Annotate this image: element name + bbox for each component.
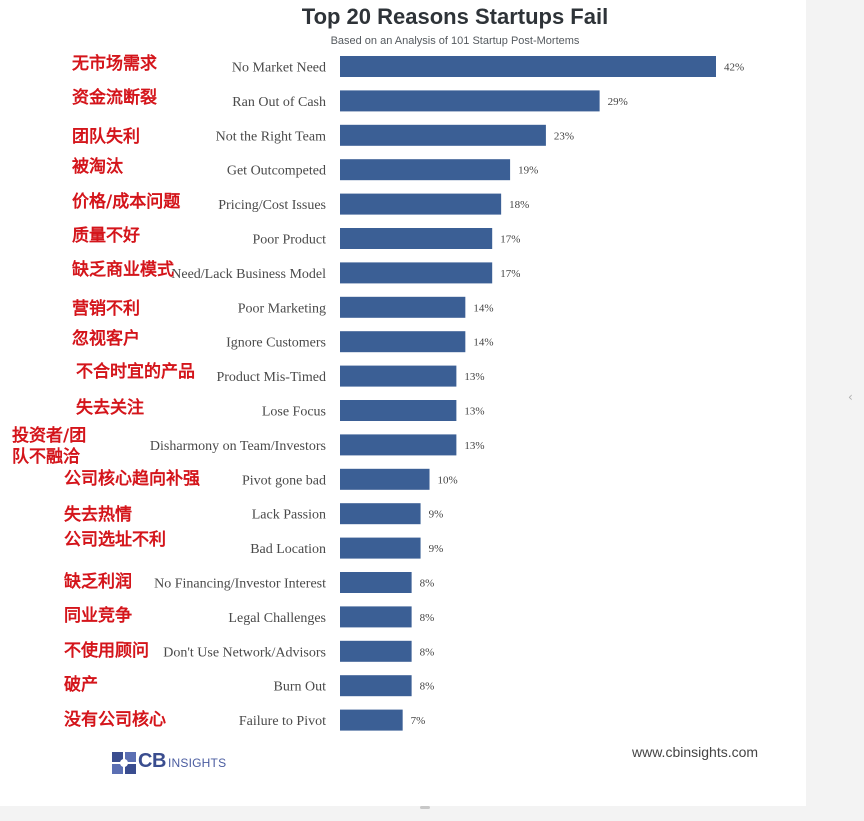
bar xyxy=(340,503,421,525)
logo-cb-text: CB xyxy=(138,750,166,772)
bar-category-label: Failure to Pivot xyxy=(239,714,326,729)
bar xyxy=(340,124,546,146)
bar xyxy=(340,228,493,249)
bar-category-label: Lose Focus xyxy=(262,405,326,420)
bar-value-label: 17% xyxy=(500,268,520,280)
bar xyxy=(340,159,511,181)
chart-title: Top 20 Reasons Startups Fail xyxy=(301,4,609,29)
bar xyxy=(340,709,403,731)
scroll-indicator xyxy=(420,806,430,809)
cn-annotation: 失去关注 xyxy=(76,398,144,418)
bar-value-label: 8% xyxy=(420,681,435,693)
cn-annotation: 无市场需求 xyxy=(72,54,157,74)
cb-logo-icon xyxy=(112,752,136,774)
bar xyxy=(340,400,457,421)
bar-category-label: Lack Passion xyxy=(252,508,326,523)
bar xyxy=(340,537,421,559)
cn-annotation: 破产 xyxy=(64,675,98,696)
bar xyxy=(340,675,412,697)
bar-category-label: Legal Challenges xyxy=(228,611,326,626)
cn-annotation: 缺乏利润 xyxy=(64,572,132,592)
cn-annotation: 没有公司核心 xyxy=(64,709,166,730)
bar-category-label: Pricing/Cost Issues xyxy=(218,198,326,213)
page-edge-bottom xyxy=(0,806,864,821)
bar-category-label: Not the Right Team xyxy=(216,129,326,144)
chart-subtitle: Based on an Analysis of 101 Startup Post… xyxy=(330,35,580,47)
bar-category-label: No Market Need xyxy=(232,61,326,76)
bar-category-label: Ran Out of Cash xyxy=(232,95,326,110)
bar xyxy=(340,365,457,387)
source-website: www.cbinsights.com xyxy=(632,744,759,760)
bar-category-label: Product Mis-Timed xyxy=(216,370,326,385)
logo-insights-text: INSIGHTS xyxy=(168,756,227,770)
bar-value-label: 8% xyxy=(420,612,435,624)
cn-annotation: 质量不好 xyxy=(72,226,140,246)
bar-category-label: Ignore Customers xyxy=(226,336,326,351)
bar xyxy=(340,193,502,215)
bar-value-label: 8% xyxy=(420,578,435,590)
bar-category-label: Need/Lack Business Model xyxy=(171,267,326,282)
cn-annotation: 资金流断裂 xyxy=(72,88,157,109)
bar-category-label: Burn Out xyxy=(274,680,327,695)
cn-annotation: 公司选址不利 xyxy=(64,529,166,550)
bar xyxy=(340,468,430,490)
page-edge-right xyxy=(806,0,864,821)
bar-value-label: 18% xyxy=(509,199,529,211)
bar-value-label: 23% xyxy=(554,130,574,142)
cn-annotation: 不使用顾问 xyxy=(64,640,149,661)
bar xyxy=(340,296,466,318)
bar xyxy=(340,640,412,662)
bar-value-label: 8% xyxy=(420,646,435,658)
bar-value-label: 13% xyxy=(464,406,484,418)
cn-annotation: 被淘汰 xyxy=(72,157,123,178)
cn-annotation: 投资者/团队不融洽 xyxy=(12,426,87,468)
bar xyxy=(340,262,493,284)
bar xyxy=(340,90,600,112)
cn-annotation: 团队失利 xyxy=(72,126,140,147)
bar-category-label: Disharmony on Team/Investors xyxy=(150,439,326,454)
bar xyxy=(340,572,412,593)
bar-category-label: Bad Location xyxy=(250,542,326,557)
bar-value-label: 13% xyxy=(464,371,484,383)
bar-category-label: No Financing/Investor Interest xyxy=(154,577,326,592)
bar-category-label: Get Outcompeted xyxy=(227,164,326,179)
bar-category-label: Poor Marketing xyxy=(238,301,326,316)
bar xyxy=(340,331,466,353)
bar-value-label: 29% xyxy=(608,96,628,108)
bar-value-label: 9% xyxy=(429,543,444,555)
bar-category-label: Don't Use Network/Advisors xyxy=(163,645,326,660)
bar-value-label: 7% xyxy=(411,715,426,727)
bar-category-label: Poor Product xyxy=(253,233,327,248)
bar-chart: No Market Need 42% Ran Out of Cash 29% Not t… xyxy=(150,56,744,731)
bar-value-label: 9% xyxy=(429,509,444,521)
bar xyxy=(340,606,412,628)
bar-value-label: 42% xyxy=(724,62,744,74)
bar-value-label: 17% xyxy=(500,234,520,246)
cn-annotation: 价格/成本问题 xyxy=(72,191,181,212)
bar xyxy=(340,56,716,77)
cn-annotation: 营销不利 xyxy=(72,298,140,319)
bar-category-label: Pivot gone bad xyxy=(242,473,326,488)
cn-annotation: 缺乏商业模式 xyxy=(72,260,174,281)
cn-annotation: 失去热情 xyxy=(64,505,132,526)
cn-annotation: 同业竞争 xyxy=(64,606,132,627)
bar-value-label: 13% xyxy=(464,440,484,452)
cn-annotation: 不合时宜的产品 xyxy=(76,361,195,382)
bar-value-label: 14% xyxy=(473,302,493,314)
bar-value-label: 19% xyxy=(518,165,538,177)
bar-value-label: 10% xyxy=(438,474,458,486)
edge-glyph: ‹ xyxy=(848,390,853,404)
bar xyxy=(340,434,457,456)
cn-annotation: 忽视客户 xyxy=(72,329,140,350)
cn-annotation: 公司核心趋向补强 xyxy=(64,468,200,489)
bar-value-label: 14% xyxy=(473,337,493,349)
